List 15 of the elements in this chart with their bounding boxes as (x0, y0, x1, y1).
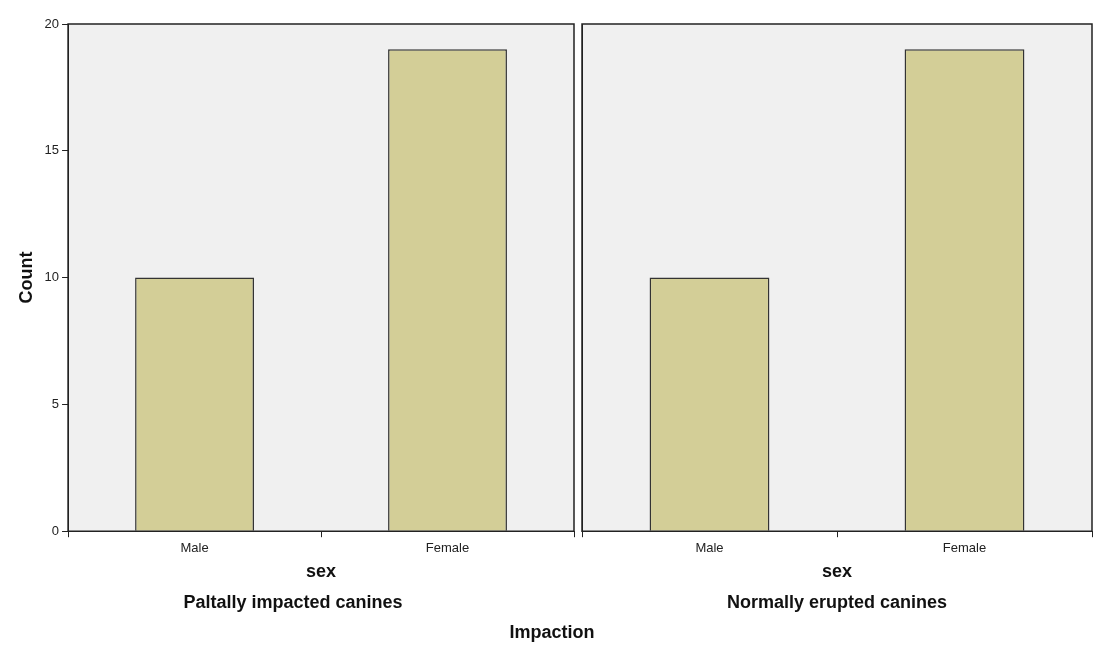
x-tick-label: Female (942, 539, 987, 555)
y-tick-label: 5 (51, 395, 60, 411)
x-axis-title: sex (821, 560, 853, 581)
x-axis-title: sex (306, 560, 337, 581)
y-axis-title: Count (15, 251, 36, 304)
y-tick-label: 10 (44, 269, 60, 285)
x-tick-label: Male (695, 539, 724, 555)
y-tick-label: 20 (44, 15, 60, 31)
y-tick-label: 0 (51, 522, 60, 538)
text: Paltally impacted canines (183, 592, 403, 613)
x-tick-label: Male (180, 539, 209, 555)
x-tick-label: Female (425, 539, 470, 555)
y-tick-label: 15 (44, 142, 60, 158)
text: Impaction (508, 622, 596, 643)
text: Normally erupted canines (726, 592, 948, 613)
